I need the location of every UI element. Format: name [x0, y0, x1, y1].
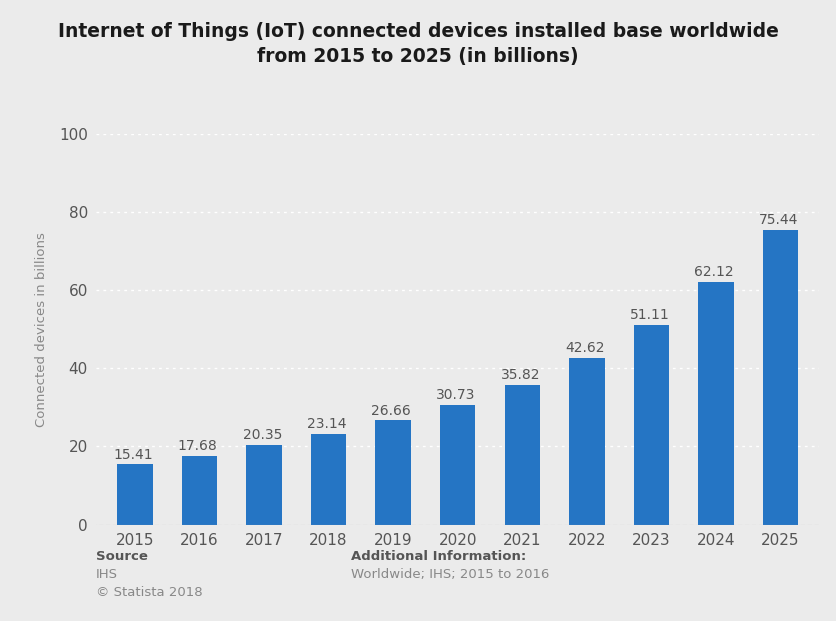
Bar: [181, 456, 217, 525]
Text: 62.12: 62.12: [695, 265, 734, 279]
Bar: [762, 230, 798, 525]
Bar: [698, 282, 734, 525]
Bar: [311, 434, 346, 525]
Text: 35.82: 35.82: [501, 368, 540, 382]
Text: 17.68: 17.68: [178, 439, 217, 453]
Text: IHS
© Statista 2018: IHS © Statista 2018: [96, 568, 203, 599]
Text: Worldwide; IHS; 2015 to 2016: Worldwide; IHS; 2015 to 2016: [351, 568, 549, 581]
Text: Source: Source: [96, 550, 148, 563]
Text: 26.66: 26.66: [371, 404, 411, 418]
Y-axis label: Connected devices in billions: Connected devices in billions: [35, 232, 48, 427]
Bar: [504, 384, 540, 525]
Text: 51.11: 51.11: [630, 308, 670, 322]
Text: Additional Information:: Additional Information:: [351, 550, 527, 563]
Text: 42.62: 42.62: [565, 342, 604, 355]
Text: 15.41: 15.41: [114, 448, 153, 462]
Bar: [375, 420, 411, 525]
Bar: [117, 465, 153, 525]
Text: 30.73: 30.73: [436, 388, 476, 402]
Bar: [569, 358, 604, 525]
Bar: [634, 325, 669, 525]
Bar: [440, 404, 476, 525]
Text: 20.35: 20.35: [242, 428, 282, 442]
Bar: [247, 445, 282, 525]
Text: Internet of Things (IoT) connected devices installed base worldwide
from 2015 to: Internet of Things (IoT) connected devic…: [58, 22, 778, 66]
Text: 23.14: 23.14: [307, 417, 347, 432]
Text: 75.44: 75.44: [759, 213, 798, 227]
